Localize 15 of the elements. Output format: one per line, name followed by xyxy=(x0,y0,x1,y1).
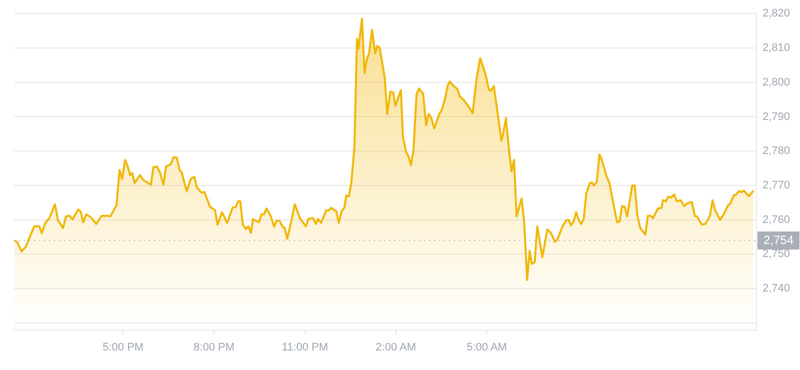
y-tick-label: 2,750 xyxy=(762,248,790,260)
y-tick-label: 2,770 xyxy=(762,179,790,192)
x-tick-label: 11:00 PM xyxy=(282,341,328,354)
x-tick-label: 5:00 AM xyxy=(466,341,507,354)
y-tick-label: 2,810 xyxy=(762,42,790,54)
y-tick-label: 2,780 xyxy=(762,145,790,158)
x-tick-label: 2:00 AM xyxy=(376,341,416,354)
y-tick-label: 2,740 xyxy=(762,282,790,295)
y-tick-label: 2,790 xyxy=(762,110,790,123)
x-tick-label: 5:00 PM xyxy=(102,341,144,354)
ref-line-label: 2,754 xyxy=(763,232,794,247)
y-tick-label: 2,820 xyxy=(762,8,790,20)
y-tick-label: 2,760 xyxy=(762,214,790,226)
y-tick-label: 2,800 xyxy=(762,76,790,88)
x-tick-label: 8:00 PM xyxy=(194,341,234,354)
